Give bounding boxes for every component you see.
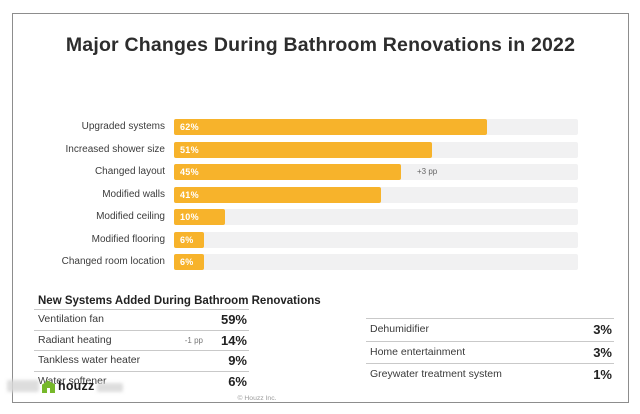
- bar-value-label: 51%: [180, 144, 199, 155]
- table-row-label: Ventilation fan: [38, 313, 104, 325]
- table-row-value: 59%: [220, 312, 247, 327]
- bar-track: 45% +3 pp: [174, 164, 578, 180]
- bar-fill: 6%: [174, 231, 204, 248]
- table-row-note: -1 pp: [184, 335, 203, 345]
- systems-table-left: New Systems Added During Bathroom Renova…: [34, 293, 321, 391]
- bar-fill: 51%: [174, 141, 432, 158]
- table-row: Radiant heating -1 pp 14%: [34, 329, 249, 351]
- bar-track: 6%: [174, 231, 578, 248]
- table-row: Tankless water heater 9%: [34, 350, 249, 371]
- table-row: Greywater treatment system 1%: [366, 363, 614, 386]
- bar-category-label: Modified walls: [102, 188, 165, 200]
- table-right-rows: Dehumidifier 3% Home entertainment 3% Greywa…: [366, 318, 614, 386]
- bar-row: Upgraded systems 62%: [13, 119, 628, 135]
- bar-row: Changed room location 6%: [13, 254, 628, 270]
- table-row-value: 3%: [593, 344, 612, 360]
- table-row-value: 6%: [228, 373, 247, 389]
- bar-value-label: 6%: [180, 234, 194, 245]
- bar-category-label: Changed room location: [61, 256, 165, 267]
- infographic-frame: Major Changes During Bathroom Renovation…: [7, 13, 629, 403]
- bar-category-label: Modified ceiling: [96, 211, 165, 222]
- table-row-value: 3%: [593, 322, 612, 337]
- bar-track: 51%: [174, 141, 578, 158]
- bar-category-label: Changed layout: [94, 166, 165, 177]
- table-row-value: 1%: [593, 367, 612, 383]
- table-row: Dehumidifier 3%: [366, 318, 614, 341]
- bar-chart: Upgraded systems 62% Increased shower size…: [13, 14, 628, 402]
- bar-value-label: 10%: [180, 212, 199, 222]
- bar-row: Modified walls 41%: [13, 186, 628, 203]
- bar-track: 41%: [174, 186, 578, 203]
- bar-fill: 10%: [174, 209, 225, 225]
- bar-row: Changed layout 45% +3 pp: [13, 164, 628, 180]
- houzz-logo-text: houzz: [58, 379, 95, 393]
- bar-row: Modified ceiling 10%: [13, 209, 628, 225]
- bar-fill: 41%: [174, 186, 381, 203]
- watermark-blur-right: [97, 383, 123, 392]
- table-left-rows: Ventilation fan 59% Radiant heating -1 pp 14…: [34, 309, 249, 391]
- table-row-label: Water softener: [38, 374, 107, 387]
- bar-category-label: Increased shower size: [65, 143, 166, 155]
- bar-fill: 62%: [174, 119, 487, 135]
- watermark-blur-left: [7, 380, 39, 392]
- bar-category-label: Upgraded systems: [81, 121, 165, 132]
- bar-value-label: 41%: [180, 189, 199, 200]
- table-row-label: Home entertainment: [370, 345, 466, 358]
- table-row-label: Dehumidifier: [370, 323, 429, 335]
- table-row-value: 9%: [228, 353, 247, 369]
- houzz-logo: houzz: [42, 378, 94, 394]
- bar-fill: 45%: [174, 164, 401, 180]
- table-row: Water softener 6%: [34, 370, 249, 392]
- table-row-label: Radiant heating: [38, 333, 112, 346]
- table-row-label: Tankless water heater: [38, 354, 141, 367]
- bar-fill: 6%: [174, 254, 204, 270]
- bar-row: Modified flooring 6%: [13, 231, 628, 248]
- houzz-house-icon: [42, 379, 55, 393]
- table-row: Home entertainment 3%: [366, 340, 614, 364]
- bar-track: 10%: [174, 209, 578, 225]
- table-row-label: Greywater treatment system: [370, 368, 502, 381]
- table-row-value: 14%: [220, 332, 247, 348]
- bar-value-label: 62%: [180, 122, 199, 132]
- bar-track: 6%: [174, 254, 578, 270]
- bar-annotation: +3 pp: [417, 167, 438, 176]
- bar-row: Increased shower size 51%: [13, 141, 628, 158]
- table-row: Ventilation fan 59%: [34, 309, 249, 330]
- bar-track: 62%: [174, 119, 578, 135]
- bar-category-label: Modified flooring: [91, 233, 165, 245]
- bar-value-label: 6%: [180, 257, 194, 267]
- page-title: Major Changes During Bathroom Renovation…: [65, 34, 576, 56]
- table-title: New Systems Added During Bathroom Renova…: [38, 295, 321, 307]
- copyright-text: © Houzz Inc.: [237, 395, 277, 402]
- bar-value-label: 45%: [180, 167, 199, 177]
- systems-table-right: Dehumidifier 3% Home entertainment 3% Greywa…: [366, 318, 614, 386]
